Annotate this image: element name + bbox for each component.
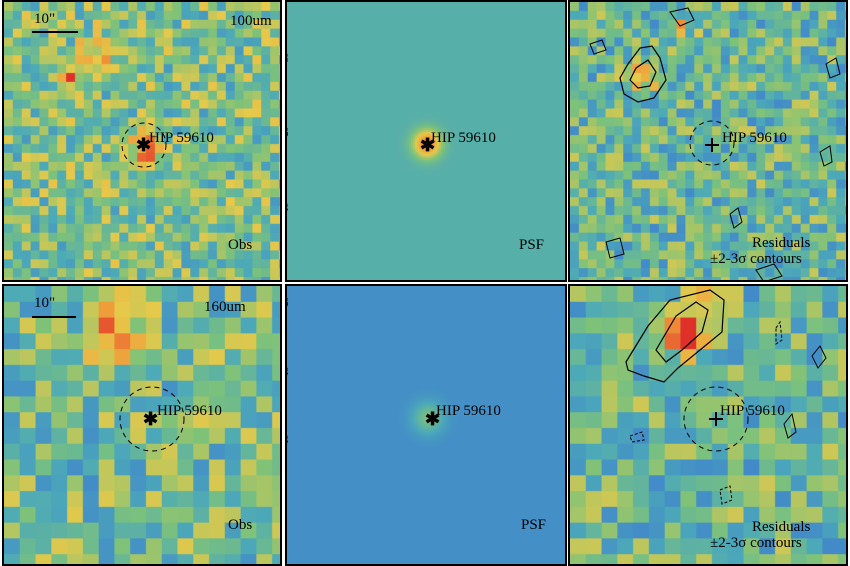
overlay-160um-obs [32, 316, 185, 452]
contour [629, 431, 645, 443]
panel-100um-obs: 10" 100um ✱ HIP 59610 Obs [2, 0, 282, 282]
contour [811, 345, 827, 369]
corner-label: Obs [228, 237, 253, 253]
source-label: HIP 59610 [436, 403, 501, 419]
corner-label: PSF [521, 517, 547, 533]
panel-160um-residuals: HIP 59610 Residuals ±2-3σ contours [568, 284, 848, 566]
contour [669, 7, 695, 27]
star-marker-icon: ✱ [425, 409, 441, 429]
contour [819, 145, 833, 167]
contour [825, 57, 841, 79]
panel-100um-residuals: HIP 59610 Residuals ±2-3σ contours [568, 0, 848, 282]
star-marker-icon: ✱ [143, 409, 159, 429]
heatmap-100um-psf [287, 2, 565, 280]
scale-label: 10" [34, 295, 56, 311]
corner-label-line2: ±2-3σ contours [710, 535, 802, 551]
axis-tick: 20 [285, 297, 290, 306]
contour [775, 320, 783, 345]
contours-160um [625, 289, 827, 505]
axis-tick: 10 [285, 435, 290, 444]
corner-label: Obs [228, 517, 253, 533]
aperture-circle [689, 120, 735, 166]
scale-label: 10" [34, 11, 56, 27]
star-marker-icon: ✱ [420, 135, 436, 155]
aperture-circle [121, 122, 167, 168]
panel-160um-psf: HIP 59610 ✱ PSF 20 15 10 [285, 284, 567, 566]
contour [619, 45, 667, 103]
corner-label-line1: Residuals [752, 235, 811, 251]
source-label: HIP 59610 [149, 130, 214, 146]
contour [783, 412, 797, 439]
contour [589, 39, 607, 55]
axis-tick: 20 [285, 127, 290, 136]
source-label: HIP 59610 [720, 403, 785, 419]
panel-160um-obs: 10" 160um ✱ HIP 59610 Obs [2, 284, 282, 566]
band-label: 100um [230, 13, 272, 29]
corner-label: PSF [519, 237, 545, 253]
corner-label-line2: ±2-3σ contours [710, 251, 802, 267]
star-marker-icon: ✱ [136, 135, 152, 155]
contour [629, 59, 657, 89]
aperture-circle [683, 386, 749, 452]
source-label: HIP 59610 [431, 130, 496, 146]
heatmap-100um-obs [4, 2, 280, 280]
axis-tick: 30 [285, 53, 290, 62]
aperture-circle [119, 386, 185, 452]
source-label: HIP 59610 [722, 130, 787, 146]
panel-100um-psf: HIP 59610 ✱ PSF 30 20 10 [285, 0, 567, 282]
contour [655, 301, 709, 363]
heatmap-100um-residuals [570, 2, 846, 280]
heatmap-160um-obs [4, 286, 280, 564]
contour [719, 485, 733, 505]
corner-label-line1: Residuals [752, 519, 811, 535]
axis-tick: 15 [285, 367, 290, 376]
contour [729, 207, 743, 229]
contour [625, 289, 725, 383]
band-label: 160um [204, 299, 246, 315]
contour [605, 237, 625, 259]
axis-tick: 10 [285, 203, 290, 212]
source-label: HIP 59610 [157, 403, 222, 419]
heatmap-160um-psf [287, 286, 565, 564]
heatmap-160um-residuals [570, 286, 846, 564]
contour [755, 263, 783, 280]
overlay-100um-obs [32, 31, 167, 168]
contours-100um [589, 7, 841, 280]
